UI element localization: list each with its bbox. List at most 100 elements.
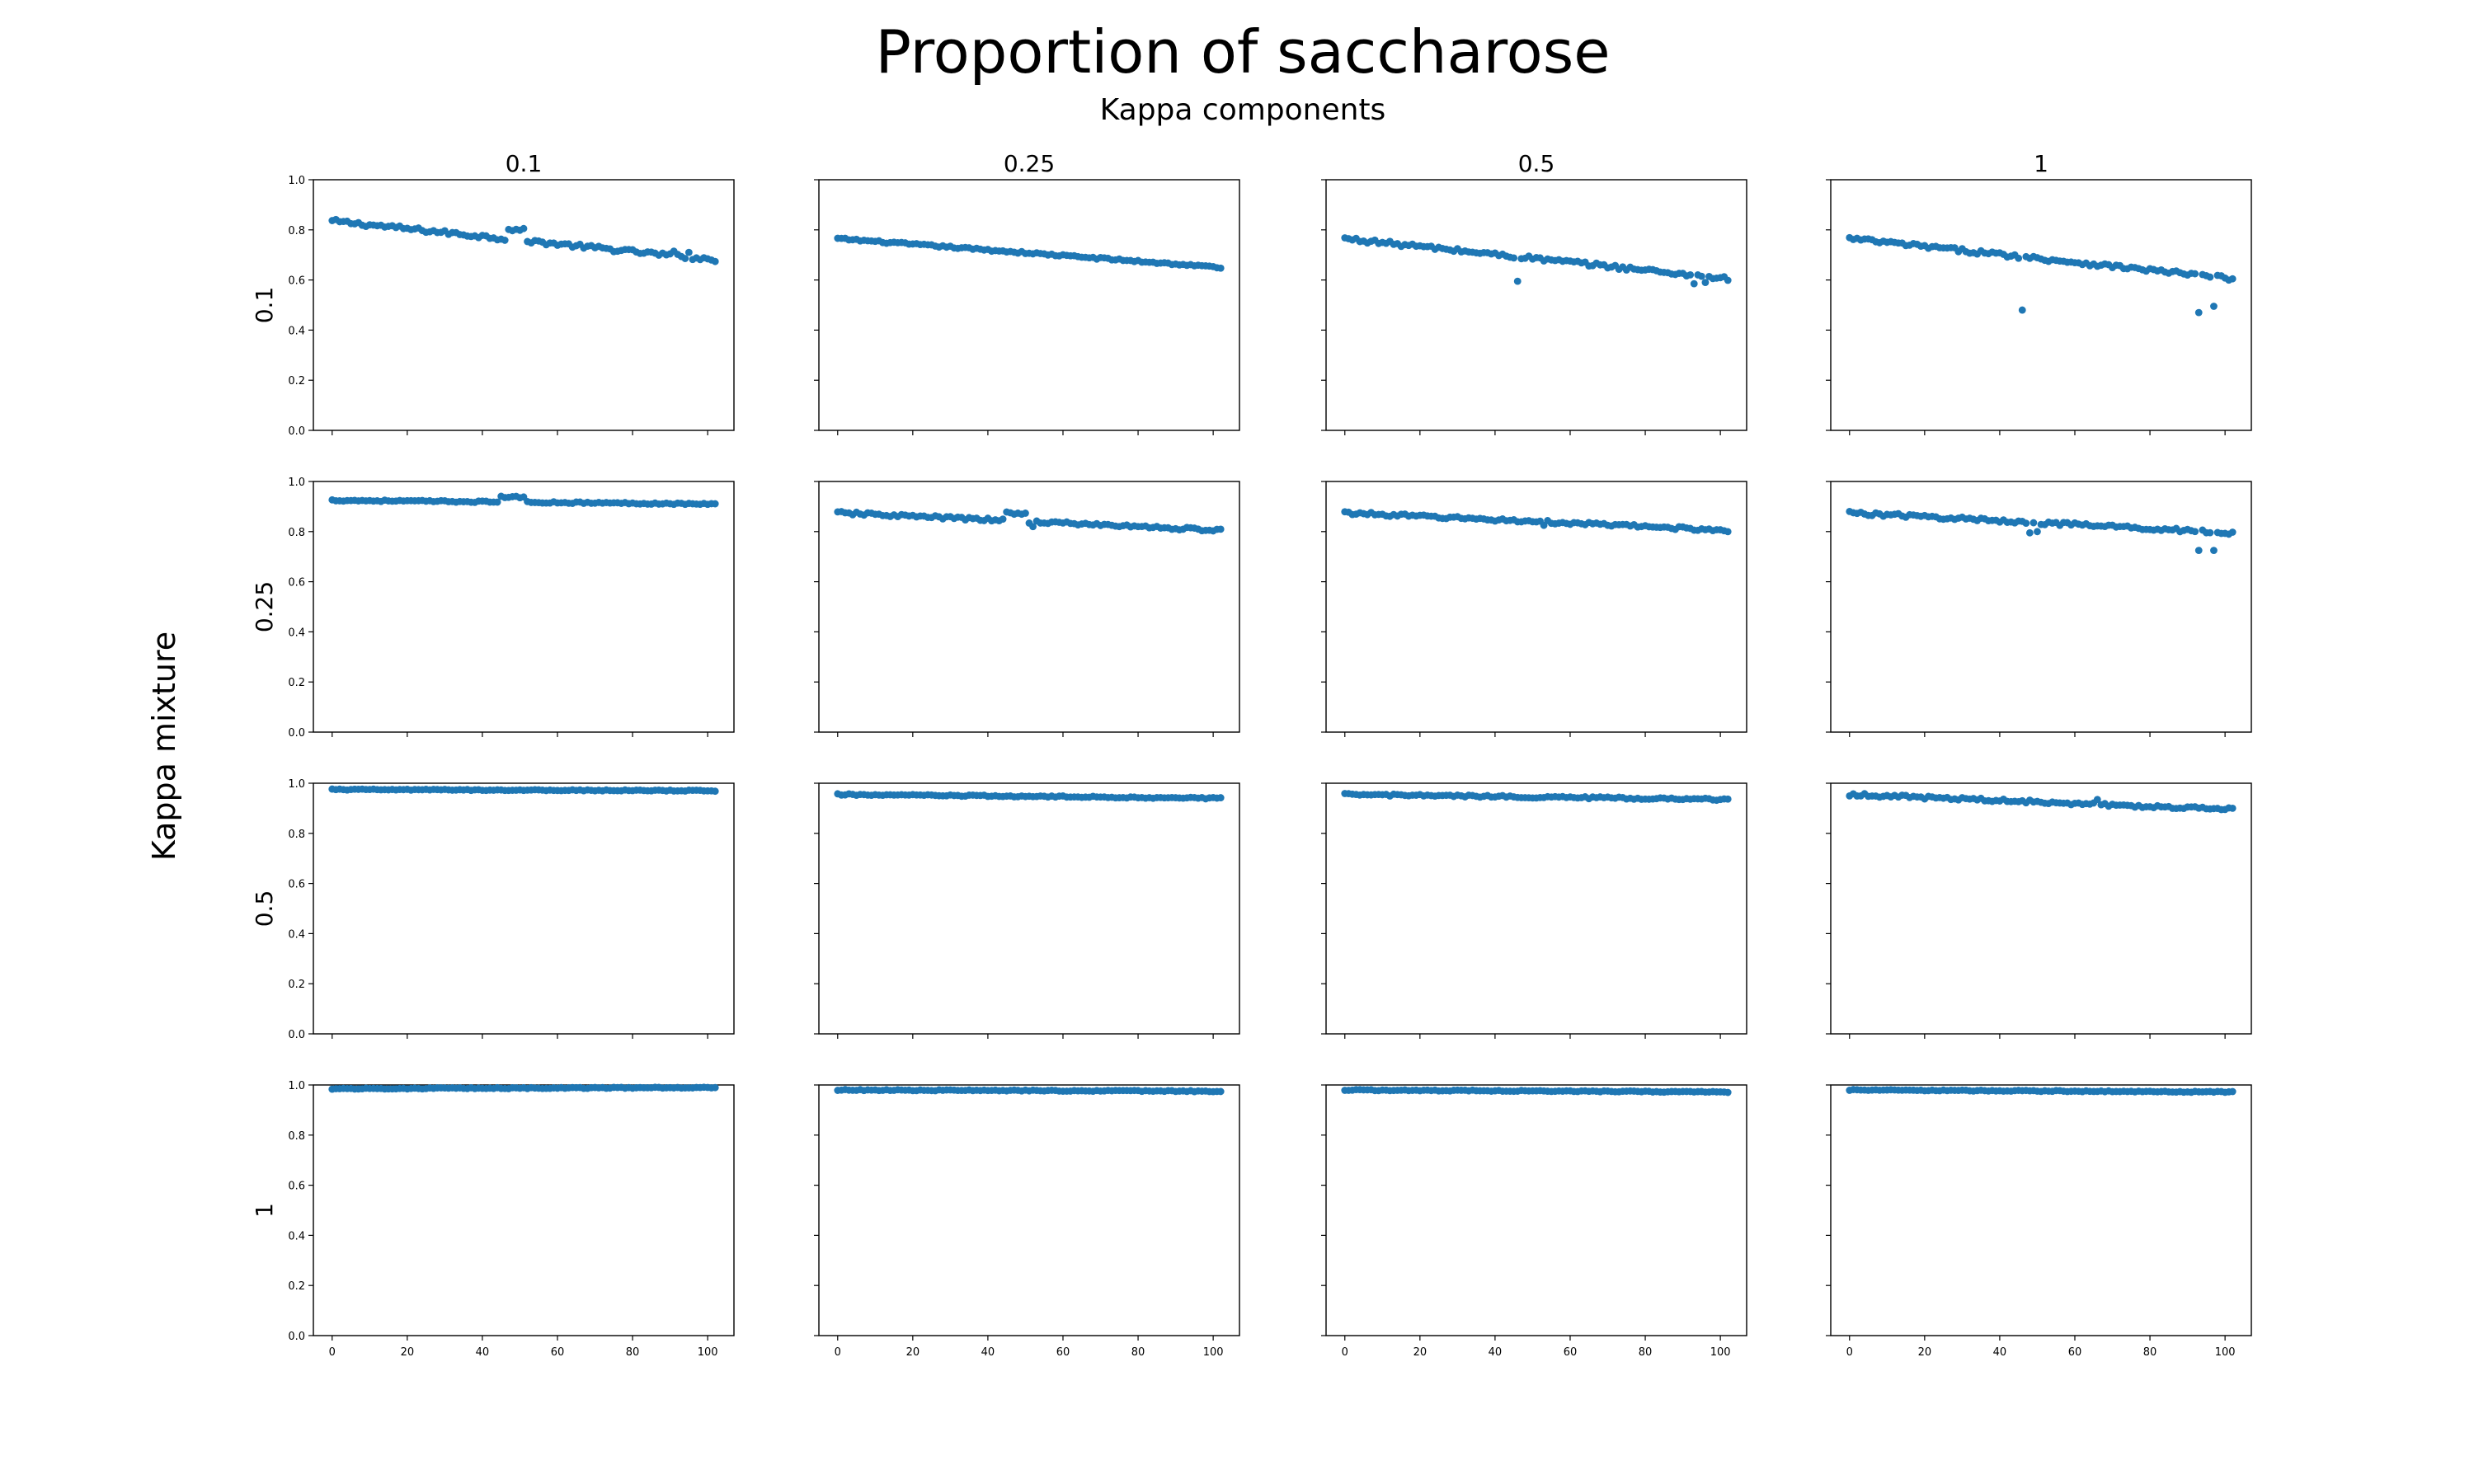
panel-frame	[313, 782, 735, 1035]
panel-3-0: 0 20 40 60 80 100 0.0 0.2 0.4 0.6 0.8 1.0 1	[251, 1080, 735, 1359]
data-point	[520, 224, 528, 232]
data-point	[1216, 1087, 1225, 1096]
row-label: 0.5	[251, 890, 278, 928]
data-point	[1724, 1088, 1732, 1097]
x-tick-label: 100	[1203, 1346, 1224, 1359]
data-point	[711, 257, 719, 265]
data-point	[711, 500, 719, 508]
x-tick-label: 80	[1639, 1346, 1653, 1359]
y-tick-label: 0.6	[288, 1181, 305, 1193]
column-header: 0.5	[1518, 150, 1555, 177]
data-point	[1686, 270, 1695, 279]
data-point	[2025, 528, 2034, 537]
panel-3-3: 0 20 40 60 80 100	[1826, 1084, 2252, 1359]
y-tick-label: 0.8	[288, 829, 305, 841]
data-point	[2030, 519, 2038, 527]
panel-frame	[313, 1084, 735, 1336]
data-point	[2228, 1087, 2236, 1096]
data-point	[2191, 528, 2199, 536]
x-tick-label: 0	[1342, 1346, 1348, 1359]
x-tick-label: 80	[2143, 1346, 2157, 1359]
x-tick-label: 60	[1056, 1346, 1070, 1359]
data-point	[999, 515, 1007, 524]
panel-1-2	[1321, 481, 1747, 737]
y-tick-label: 0.0	[288, 1029, 305, 1041]
panel-frame	[313, 179, 735, 431]
x-tick-label: 100	[2215, 1346, 2236, 1359]
y-tick-label: 0.8	[288, 225, 305, 237]
panel-2-3	[1826, 782, 2252, 1039]
y-tick-label: 0.0	[288, 1331, 305, 1343]
data-point	[2191, 270, 2199, 278]
x-tick-label: 80	[1131, 1346, 1145, 1359]
data-point	[2228, 804, 2236, 812]
panel-0-1: 0.25	[814, 150, 1240, 435]
y-tick-label: 0.6	[288, 275, 305, 288]
x-tick-label: 60	[2068, 1346, 2082, 1359]
y-tick-label: 0.2	[288, 1280, 305, 1293]
y-tick-label: 1.0	[288, 175, 305, 187]
y-tick-label: 0.8	[288, 1130, 305, 1143]
x-tick-label: 20	[906, 1346, 920, 1359]
x-tick-label: 20	[1413, 1346, 1427, 1359]
data-point	[1022, 510, 1029, 517]
y-tick-label: 1.0	[288, 477, 305, 489]
panel-frame	[818, 1084, 1240, 1336]
data-point	[2206, 528, 2214, 537]
data-point	[2228, 528, 2236, 536]
data-point	[493, 498, 501, 506]
x-tick-label: 80	[626, 1346, 640, 1359]
data-point	[1513, 277, 1522, 285]
x-tick-label: 0	[329, 1346, 336, 1359]
data-point	[1216, 525, 1225, 533]
data-point	[1724, 528, 1732, 536]
panel-0-0: 0.0 0.2 0.4 0.6 0.8 1.0 0.1 0.1	[251, 150, 735, 438]
data-point	[2022, 519, 2030, 528]
x-tick-label: 20	[1918, 1346, 1932, 1359]
y-tick-label: 0.6	[288, 879, 305, 891]
chart-title: Proportion of saccharose	[875, 17, 1610, 87]
data-point	[1216, 264, 1225, 272]
panel-frame	[1325, 782, 1747, 1035]
data-point	[1724, 795, 1732, 803]
y-tick-label: 0.4	[288, 1230, 305, 1242]
panel-frame	[1325, 179, 1747, 431]
y-tick-label: 0.6	[288, 577, 305, 589]
panel-frame	[1830, 782, 2252, 1035]
data-point	[2228, 275, 2236, 283]
x-tick-label: 100	[698, 1346, 718, 1359]
panel-2-0: 0.0 0.2 0.4 0.6 0.8 1.0 0.5	[251, 778, 735, 1041]
data-point	[681, 255, 689, 262]
x-tick-label: 100	[1710, 1346, 1731, 1359]
data-point	[1697, 272, 1705, 280]
y-tick-label: 0.2	[288, 375, 305, 387]
data-point	[1701, 279, 1710, 287]
panel-0-2: 0.5	[1321, 150, 1747, 435]
data-point	[1510, 254, 1518, 262]
y-tick-label: 0.2	[288, 677, 305, 689]
data-point	[711, 787, 719, 796]
panel-frame	[1830, 179, 2252, 431]
y-tick-label: 0.0	[288, 425, 305, 438]
data-point	[501, 237, 509, 244]
panel-1-3	[1826, 481, 2252, 737]
data-point	[1724, 276, 1732, 284]
data-point	[2210, 547, 2218, 554]
data-point	[684, 248, 693, 256]
row-label: 1	[251, 1203, 278, 1218]
data-point	[2210, 303, 2218, 310]
panel-frame	[1830, 1084, 2252, 1336]
panel-3-1: 0 20 40 60 80 100	[814, 1084, 1240, 1359]
panel-1-0: 0.0 0.2 0.4 0.6 0.8 1.0 0.25	[251, 477, 735, 740]
data-point	[2018, 306, 2026, 314]
data-point	[711, 1083, 719, 1092]
y-tick-label: 1.0	[288, 1080, 305, 1092]
y-tick-label: 0.8	[288, 527, 305, 539]
column-header: 0.25	[1004, 150, 1055, 177]
chart-subtitle: Kappa components	[1100, 93, 1386, 127]
x-tick-label: 20	[401, 1346, 415, 1359]
y-tick-label: 0.2	[288, 979, 305, 991]
data-point	[1029, 523, 1037, 531]
x-tick-label: 60	[551, 1346, 565, 1359]
